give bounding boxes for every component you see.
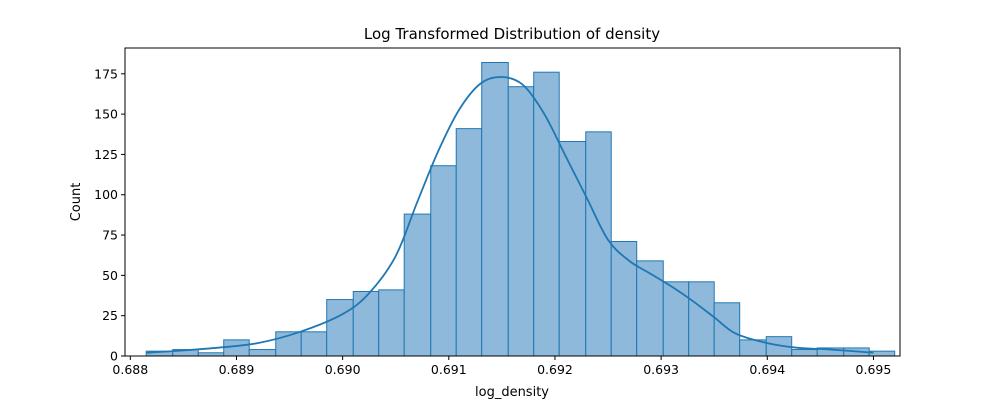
histogram-bar-9 — [378, 289, 405, 357]
histogram-bar-7 — [326, 299, 354, 357]
histogram-bar-8 — [352, 291, 380, 357]
y-tick-label-4: 100 — [94, 187, 118, 202]
y-tick-label-2: 50 — [102, 268, 118, 283]
y-axis-ticks: 0 25 50 75 100 125 150 175 — [94, 66, 125, 364]
histogram-bar-4 — [248, 349, 277, 357]
histogram-bar-15 — [533, 71, 560, 357]
x-tick-label-5: 0.693 — [643, 362, 679, 377]
histogram-bar-21 — [688, 281, 715, 357]
histogram-bar-22 — [713, 302, 741, 357]
y-tick-label-3: 75 — [102, 228, 118, 243]
histogram-bar-19 — [636, 260, 664, 357]
histogram-bar-20 — [662, 281, 690, 357]
x-tick-label-3: 0.691 — [431, 362, 467, 377]
histogram-bar-12 — [455, 128, 483, 357]
x-axis-label: log_density — [475, 385, 549, 400]
histogram-bar-6 — [300, 331, 328, 357]
histogram-bar-3 — [223, 339, 250, 357]
histogram-bar-18 — [610, 241, 638, 357]
histogram-bars — [145, 62, 896, 357]
y-tick-label-0: 0 — [110, 349, 118, 364]
x-tick-label-4: 0.692 — [537, 362, 573, 377]
plot-frame — [124, 47, 901, 357]
x-tick-label-0: 0.688 — [112, 362, 148, 377]
x-axis-ticks: 0.688 0.689 0.690 0.691 0.692 0.693 0.694 0.695 — [112, 356, 891, 377]
kde-curve — [146, 76, 874, 354]
histogram-bar-17 — [585, 131, 612, 357]
chart-title: Log Transformed Distribution of density — [364, 25, 660, 43]
histogram-bar-10 — [403, 213, 432, 357]
histogram-bar-16 — [558, 141, 587, 357]
histogram-bar-14 — [507, 86, 535, 357]
y-tick-label-7: 175 — [94, 66, 118, 81]
x-tick-label-1: 0.689 — [219, 362, 255, 377]
x-tick-label-7: 0.695 — [856, 362, 892, 377]
y-tick-label-5: 125 — [94, 147, 118, 162]
histogram-bar-25 — [791, 349, 818, 357]
x-tick-label-6: 0.694 — [749, 362, 785, 377]
histogram-bar-11 — [430, 165, 457, 357]
y-axis-label: Count — [69, 183, 84, 222]
x-tick-label-2: 0.690 — [325, 362, 361, 377]
y-tick-label-6: 150 — [94, 107, 118, 122]
y-tick-label-1: 25 — [102, 308, 118, 323]
histogram-bar-13 — [481, 62, 509, 357]
